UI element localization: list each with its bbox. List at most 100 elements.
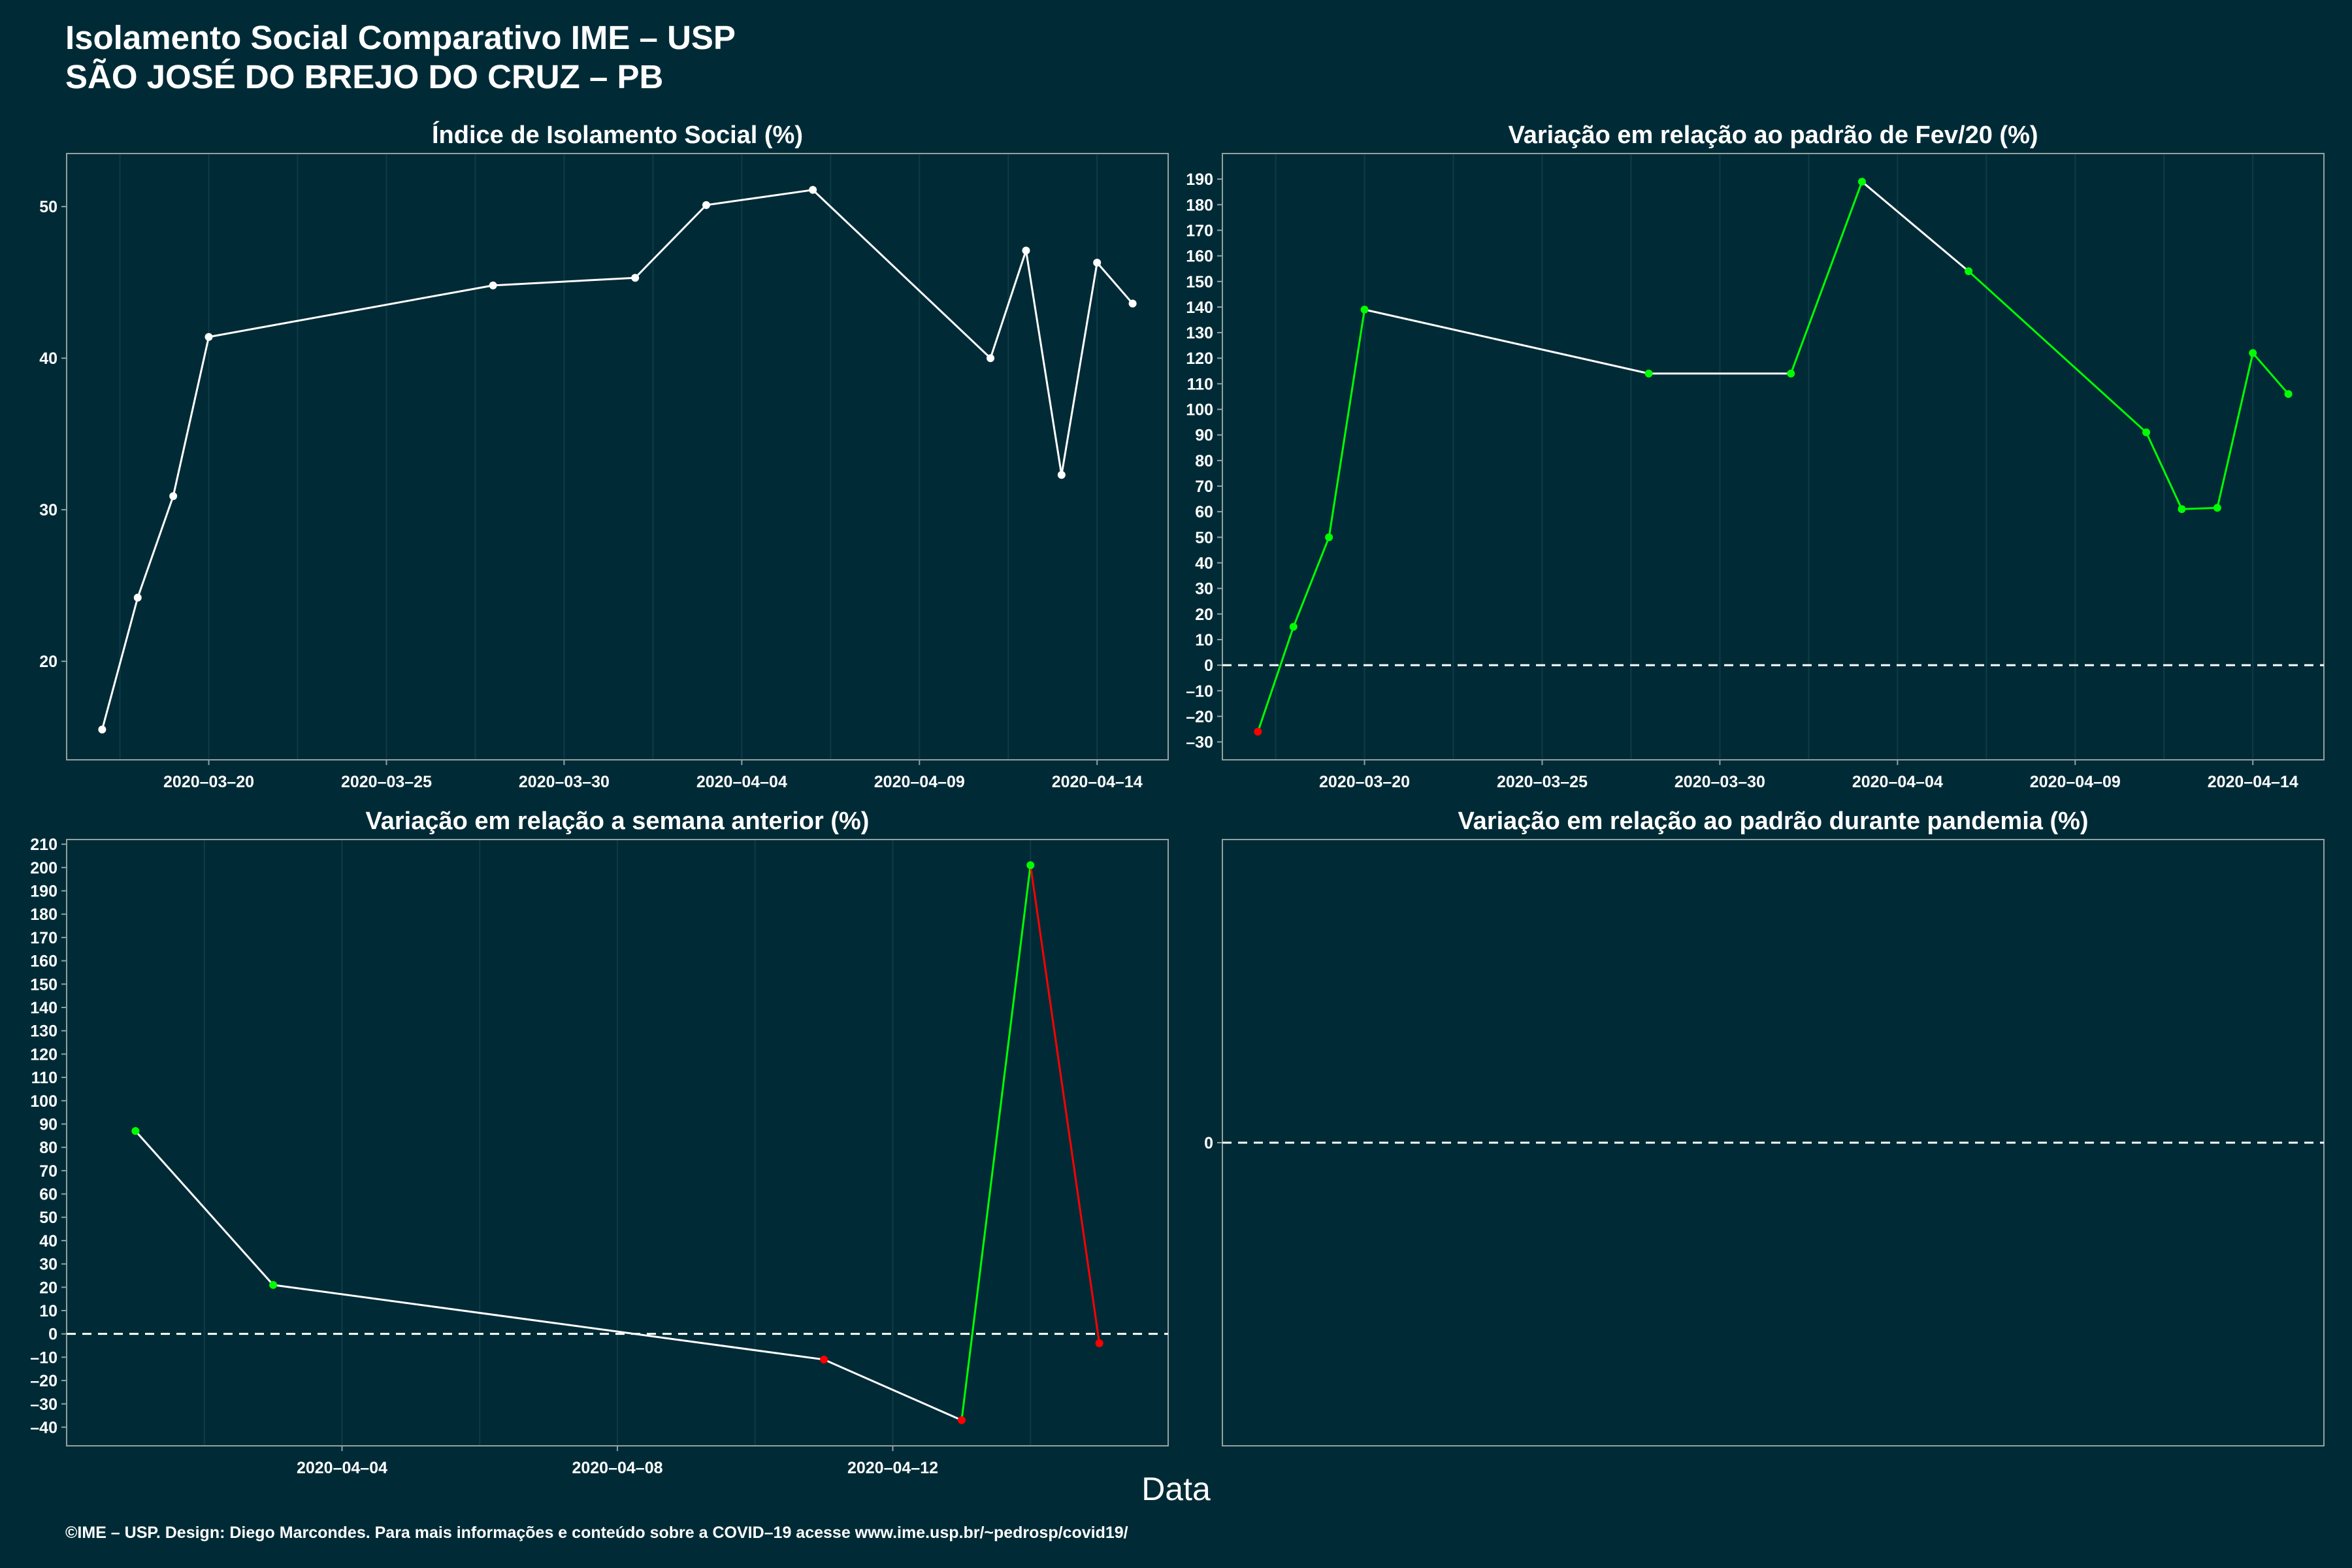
x-tick-label: 2020–04–09 <box>874 773 965 791</box>
data-point <box>702 201 710 209</box>
chart-title: Variação em relação ao padrão de Fev/20 … <box>1508 122 2038 149</box>
chart-title: Índice de Isolamento Social (%) <box>432 120 803 149</box>
series-segment <box>1292 536 1330 627</box>
y-tick-label: 0 <box>1204 1134 1213 1152</box>
footer-credits: ©IME – USP. Design: Diego Marcondes. Par… <box>65 1524 1128 1542</box>
y-tick-label: 70 <box>39 1162 57 1181</box>
y-tick-label: 40 <box>39 350 57 368</box>
y-tick-label: –20 <box>1186 708 1213 726</box>
y-tick-label: 20 <box>39 1279 57 1297</box>
series-segment <box>2145 432 2183 510</box>
y-tick-label: 30 <box>39 501 57 519</box>
y-tick-label: 160 <box>1186 248 1213 266</box>
y-tick-label: 60 <box>39 1186 57 1204</box>
data-point <box>133 593 142 602</box>
data-point <box>2178 505 2186 514</box>
y-tick-label: 100 <box>30 1092 57 1111</box>
data-point <box>957 1416 966 1424</box>
series-segment <box>960 865 1032 1420</box>
data-point <box>820 1355 828 1364</box>
y-tick-label: 140 <box>30 999 57 1017</box>
series-segment <box>1060 262 1098 476</box>
data-point <box>1289 623 1298 631</box>
series-segment <box>1096 262 1134 304</box>
series-segment <box>812 189 992 359</box>
series-segment <box>1024 250 1063 476</box>
data-point <box>2249 349 2257 357</box>
y-tick-label: 140 <box>1186 299 1213 317</box>
y-tick-label: 200 <box>30 859 57 877</box>
series-segment <box>2181 506 2217 510</box>
data-point <box>2213 504 2221 512</box>
y-tick-label: 0 <box>1204 657 1213 675</box>
y-tick-label: 170 <box>1186 221 1213 240</box>
y-tick-label: 90 <box>1195 427 1213 445</box>
data-point <box>204 333 213 341</box>
y-tick-label: 70 <box>1195 478 1213 496</box>
series-segment <box>634 204 708 279</box>
chart-title: Variação em relação ao padrão durante pa… <box>1458 808 2088 835</box>
data-point <box>2142 428 2151 436</box>
x-tick-label: 2020–04–04 <box>696 773 787 791</box>
y-tick-label: 60 <box>1195 503 1213 521</box>
x-tick-label: 2020–04–14 <box>2208 773 2298 791</box>
series-segment <box>989 250 1027 359</box>
y-tick-label: –10 <box>30 1348 57 1367</box>
data-point <box>809 186 817 194</box>
y-tick-label: 80 <box>1195 452 1213 470</box>
series-segment <box>1364 308 1649 375</box>
y-tick-label: –30 <box>1186 734 1213 752</box>
y-tick-label: –40 <box>30 1418 57 1437</box>
data-point <box>631 274 640 282</box>
x-tick-label: 2020–04–14 <box>1052 773 1143 791</box>
x-tick-label: 2020–03–25 <box>341 773 432 791</box>
y-tick-label: 40 <box>39 1232 57 1250</box>
data-point <box>1254 727 1262 736</box>
series-segment <box>1968 270 2148 433</box>
x-tick-label: 2020–03–30 <box>1674 773 1765 791</box>
y-tick-label: 10 <box>1195 631 1213 649</box>
x-tick-label: 2020–03–30 <box>519 773 610 791</box>
y-tick-label: 180 <box>30 906 57 924</box>
series-segment <box>2216 353 2254 508</box>
data-point <box>987 354 995 363</box>
x-tick-label: 2020–03–20 <box>163 773 254 791</box>
y-tick-label: 90 <box>39 1115 57 1134</box>
y-tick-label: 130 <box>30 1022 57 1041</box>
y-tick-label: 10 <box>39 1302 57 1320</box>
chart-isolamento: Índice de Isolamento Social (%) 20 30 40 50 2… <box>39 120 1169 791</box>
y-tick-label: 180 <box>1186 196 1213 214</box>
y-tick-label: 20 <box>1195 606 1213 624</box>
x-tick-label: 2020–04–12 <box>847 1459 938 1477</box>
y-tick-label: –20 <box>30 1372 57 1390</box>
y-tick-label: 150 <box>30 975 57 994</box>
series-segment <box>137 495 174 598</box>
chart-variacao_semana: Variação em relação a semana anterior (%… <box>30 808 1169 1477</box>
x-tick-label: 2020–04–04 <box>297 1459 387 1477</box>
data-point <box>1857 178 1866 186</box>
data-point <box>1644 369 1653 378</box>
data-point <box>1360 305 1369 314</box>
data-point <box>1026 861 1035 870</box>
plot-frame <box>66 153 1169 760</box>
data-point <box>131 1127 140 1135</box>
data-point <box>1325 533 1333 542</box>
chart-variacao_pandemia: Variação em relação ao padrão durante pa… <box>1204 808 2325 1446</box>
data-point <box>489 281 497 289</box>
x-tick-label: 2020–04–08 <box>572 1459 662 1477</box>
y-tick-label: 190 <box>30 883 57 901</box>
series-segment <box>1256 626 1295 732</box>
series-segment <box>1029 865 1101 1344</box>
y-tick-label: –10 <box>1186 682 1213 700</box>
y-tick-label: 130 <box>1186 324 1213 342</box>
y-tick-label: 160 <box>30 953 57 971</box>
data-point <box>98 725 106 734</box>
x-axis-label: Data <box>1141 1471 1211 1507</box>
x-tick-label: 2020–04–04 <box>1852 773 1943 791</box>
x-tick-label: 2020–03–20 <box>1319 773 1410 791</box>
data-point <box>1057 470 1066 479</box>
series-segment <box>706 189 813 206</box>
series-segment <box>172 336 210 497</box>
series-segment <box>1861 180 1970 272</box>
